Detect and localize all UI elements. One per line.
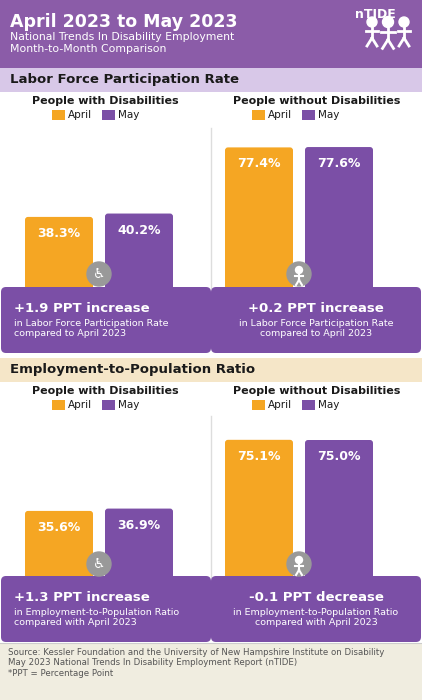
Bar	[0, 643, 422, 700]
FancyBboxPatch shape	[105, 509, 173, 581]
Circle shape	[367, 17, 377, 27]
Bar	[252, 110, 265, 120]
Circle shape	[87, 552, 111, 576]
Circle shape	[87, 262, 111, 286]
Text: People without Disabilities: People without Disabilities	[233, 96, 400, 106]
Text: 35.6%: 35.6%	[38, 521, 81, 534]
Bar	[0, 382, 422, 604]
Bar	[102, 400, 115, 410]
Text: in Labor Force Participation Rate
compared to April 2023: in Labor Force Participation Rate compar…	[14, 319, 168, 338]
Text: April 2023 to May 2023: April 2023 to May 2023	[10, 13, 238, 31]
FancyBboxPatch shape	[1, 576, 211, 642]
Text: May: May	[318, 110, 339, 120]
Text: in Employment-to-Population Ratio
compared with April 2023: in Employment-to-Population Ratio compar…	[14, 608, 179, 627]
Text: April: April	[268, 110, 292, 120]
Text: +1.9 PPT increase: +1.9 PPT increase	[14, 302, 150, 315]
Text: Employment-to-Population Ratio: Employment-to-Population Ratio	[10, 363, 255, 377]
Text: April: April	[68, 400, 92, 410]
Text: 38.3%: 38.3%	[38, 227, 81, 240]
Circle shape	[287, 552, 311, 576]
Text: +0.2 PPT increase: +0.2 PPT increase	[248, 302, 384, 315]
Text: -0.1 PPT decrease: -0.1 PPT decrease	[249, 591, 384, 604]
FancyBboxPatch shape	[305, 440, 373, 581]
Text: 77.6%: 77.6%	[317, 157, 361, 170]
Bar	[0, 358, 422, 382]
Text: April: April	[268, 400, 292, 410]
Text: People with Disabilities: People with Disabilities	[32, 386, 179, 396]
Text: in Labor Force Participation Rate
compared to April 2023: in Labor Force Participation Rate compar…	[239, 319, 393, 338]
Text: May: May	[118, 110, 139, 120]
Bar	[0, 68, 422, 92]
FancyBboxPatch shape	[225, 440, 293, 581]
Text: May: May	[118, 400, 139, 410]
FancyBboxPatch shape	[25, 511, 93, 581]
Circle shape	[287, 262, 311, 286]
Circle shape	[295, 267, 303, 274]
Text: nTIDE: nTIDE	[355, 8, 396, 21]
Bar	[0, 0, 422, 68]
Bar	[52, 400, 65, 410]
Circle shape	[382, 17, 393, 27]
Text: 40.2%: 40.2%	[117, 223, 161, 237]
Text: +1.3 PPT increase: +1.3 PPT increase	[14, 591, 150, 604]
Text: Labor Force Participation Rate: Labor Force Participation Rate	[10, 74, 239, 87]
FancyBboxPatch shape	[25, 217, 93, 291]
Bar	[252, 400, 265, 410]
FancyBboxPatch shape	[105, 214, 173, 291]
Circle shape	[295, 556, 303, 564]
FancyBboxPatch shape	[1, 287, 211, 353]
FancyBboxPatch shape	[211, 576, 421, 642]
Text: ♿: ♿	[93, 557, 105, 571]
Bar	[302, 400, 315, 410]
Text: in Employment-to-Population Ratio
compared with April 2023: in Employment-to-Population Ratio compar…	[233, 608, 398, 627]
FancyBboxPatch shape	[225, 148, 293, 291]
Text: 75.1%: 75.1%	[237, 450, 281, 463]
Bar	[0, 92, 422, 314]
Text: National Trends In Disability Employment: National Trends In Disability Employment	[10, 32, 234, 42]
Text: 77.4%: 77.4%	[237, 158, 281, 170]
Bar	[102, 110, 115, 120]
Text: 75.0%: 75.0%	[317, 450, 361, 463]
Text: People with Disabilities: People with Disabilities	[32, 96, 179, 106]
Text: 36.9%: 36.9%	[117, 519, 160, 531]
Text: Source: Kessler Foundation and the University of New Hampshire Institute on Disa: Source: Kessler Foundation and the Unive…	[8, 648, 384, 678]
FancyBboxPatch shape	[211, 287, 421, 353]
Bar	[302, 110, 315, 120]
Text: April: April	[68, 110, 92, 120]
Text: ♿: ♿	[93, 267, 105, 281]
Text: People without Disabilities: People without Disabilities	[233, 386, 400, 396]
Bar	[52, 110, 65, 120]
FancyBboxPatch shape	[305, 147, 373, 291]
Text: Month-to-Month Comparison: Month-to-Month Comparison	[10, 44, 166, 54]
Circle shape	[399, 17, 409, 27]
Text: May: May	[318, 400, 339, 410]
